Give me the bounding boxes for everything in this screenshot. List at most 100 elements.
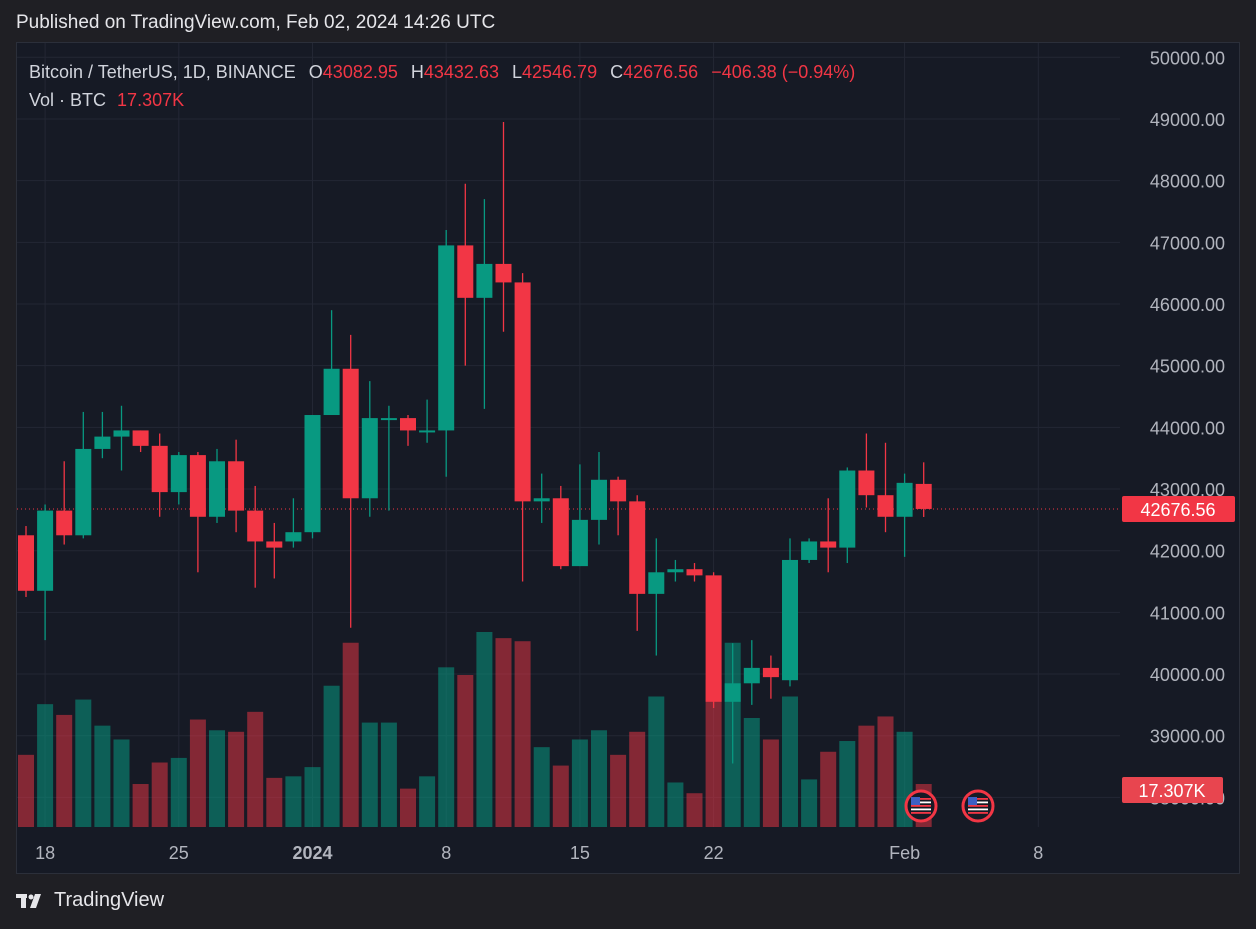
- us-flag-canton: [911, 797, 920, 805]
- volume-bar: [648, 696, 665, 827]
- us-flag-stripe: [968, 805, 988, 807]
- volume-bar: [209, 730, 225, 827]
- candle-body: [400, 418, 416, 431]
- volume-bar: [610, 754, 627, 827]
- us-flag-stripe: [968, 798, 988, 800]
- candle-body: [228, 461, 245, 511]
- volume-bar: [629, 731, 646, 827]
- candle-body: [304, 415, 321, 533]
- candle-body: [877, 495, 894, 517]
- candle-body: [782, 559, 798, 681]
- volume-bar: [839, 741, 856, 827]
- candle-body: [18, 535, 34, 591]
- volume-bar: [323, 685, 340, 827]
- volume-bar: [266, 777, 283, 827]
- volume-bar: [151, 762, 168, 827]
- last-price-tag: [1122, 495, 1235, 522]
- last-price-label: 42676.56: [1140, 500, 1215, 520]
- volume-bar: [247, 711, 264, 827]
- volume-bar: [552, 765, 569, 827]
- candle-body: [380, 418, 397, 421]
- candle-body: [571, 519, 588, 567]
- price-tick-label: 50000.00: [1150, 48, 1225, 68]
- time-tick-label: 2024: [292, 843, 332, 863]
- candle-body: [915, 483, 932, 509]
- candle-body: [629, 501, 646, 594]
- candle-body: [533, 498, 550, 502]
- volume-bar: [782, 696, 798, 827]
- price-tick-label: 39000.00: [1150, 727, 1225, 747]
- time-tick-label: 8: [1033, 843, 1043, 863]
- candle-body: [438, 245, 455, 431]
- candle-body: [820, 541, 837, 548]
- volume-bar: [56, 714, 73, 827]
- low-value: 42546.79: [522, 62, 598, 82]
- volume-bar: [37, 704, 54, 827]
- volume-bar: [189, 719, 206, 827]
- volume-bar: [533, 747, 550, 827]
- volume-bar: [170, 757, 187, 827]
- volume-bar: [457, 674, 474, 827]
- volume-bar: [686, 793, 703, 827]
- candle-body: [113, 430, 130, 437]
- candle-body: [858, 470, 875, 496]
- candle-body: [896, 482, 913, 517]
- volume-bar: [801, 779, 818, 827]
- price-tick-label: 49000.00: [1150, 110, 1225, 130]
- candle-body: [361, 418, 378, 499]
- time-tick-label: 15: [570, 843, 590, 863]
- us-flag-stripe: [911, 801, 931, 804]
- event-markers: [904, 789, 995, 823]
- price-tick-label: 41000.00: [1150, 603, 1225, 623]
- us-flag-icon: [961, 789, 995, 823]
- volume-bar: [132, 784, 149, 827]
- volume-bar: [762, 739, 779, 827]
- candle-body: [419, 430, 436, 433]
- candle-body: [247, 510, 264, 542]
- price-tick-label: 46000.00: [1150, 295, 1225, 315]
- price-tick-label: 48000.00: [1150, 172, 1225, 192]
- volume-value: 17.307K: [117, 90, 185, 110]
- footer-brand[interactable]: TradingView: [16, 889, 164, 912]
- candle-body: [56, 510, 73, 536]
- price-tick-label: 43000.00: [1150, 480, 1225, 500]
- volume-bar: [667, 782, 684, 827]
- volume-bar: [705, 679, 722, 827]
- candle-body: [667, 569, 684, 573]
- candle-body: [75, 448, 92, 536]
- time-axis: 18 25 2024 8 15 22 Feb 8: [35, 843, 1043, 863]
- time-tick-label: 18: [35, 843, 55, 863]
- us-flag-stripe: [911, 808, 931, 811]
- volume-bar: [400, 788, 416, 827]
- volume-row: Vol · BTC 17.307K: [29, 86, 855, 114]
- time-tick-label: 22: [704, 843, 724, 863]
- candle-body: [514, 282, 531, 502]
- volume-bar: [18, 754, 34, 827]
- price-tick-label: 44000.00: [1150, 418, 1225, 438]
- volume-bar: [75, 699, 92, 827]
- candle-body: [743, 667, 760, 684]
- price-axis: 38000.0039000.0040000.0041000.0042000.00…: [1122, 48, 1235, 808]
- candle-body: [209, 461, 225, 517]
- us-flag-stripe: [911, 812, 931, 814]
- candle-body: [37, 510, 54, 591]
- ohlc-row: Bitcoin / TetherUS, 1D, BINANCE O43082.9…: [29, 58, 855, 86]
- volume-bar: [304, 767, 321, 827]
- candle-body: [762, 667, 779, 678]
- us-flag-stripe: [911, 798, 931, 800]
- candle-body: [457, 245, 474, 298]
- last-volume-label: 17.307K: [1138, 781, 1205, 801]
- volume-bar: [495, 638, 512, 827]
- candle-body: [170, 455, 187, 493]
- chart-legend: Bitcoin / TetherUS, 1D, BINANCE O43082.9…: [29, 58, 855, 114]
- price-tick-label: 40000.00: [1150, 665, 1225, 685]
- volume-bar: [113, 739, 130, 827]
- price-tick-label: 47000.00: [1150, 233, 1225, 253]
- volume-bar: [419, 776, 436, 827]
- us-flag-icon: [904, 789, 938, 823]
- high-value: 43432.63: [423, 62, 499, 82]
- close-label: C: [610, 62, 624, 82]
- time-tick-label: 8: [441, 843, 451, 863]
- candle-body: [189, 455, 206, 517]
